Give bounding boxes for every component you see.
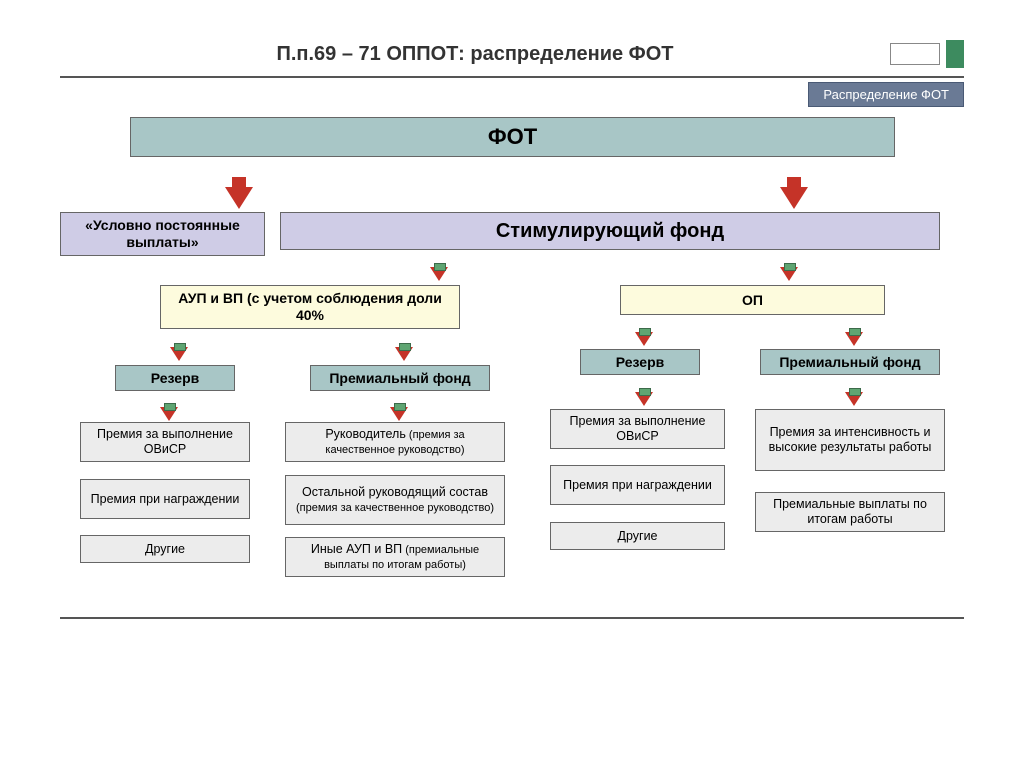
arrow-down-icon bbox=[170, 347, 188, 361]
arrow-down-icon bbox=[780, 267, 798, 281]
arrow-down-icon bbox=[390, 407, 408, 421]
leaf-other-managers-main: Остальной руководящий состав bbox=[302, 485, 488, 499]
leaf-other-aup: Иные АУП и ВП (премиальные выплаты по ит… bbox=[285, 537, 505, 577]
leaf-period-premium: Премиальные выплаты по итогам работы bbox=[755, 492, 945, 532]
leaf-premium-ovisr-2: Премия за выполнение ОВиСР bbox=[550, 409, 725, 449]
arrow-down-icon bbox=[635, 392, 653, 406]
divider-bottom bbox=[60, 617, 964, 619]
flowchart: ФОТ «Условно постоянные выплаты» Стимули… bbox=[60, 117, 964, 597]
leaf-manager: Руководитель (премия за качественное рук… bbox=[285, 422, 505, 462]
leaf-other-2: Другие bbox=[550, 522, 725, 550]
section-badge: Распределение ФОТ bbox=[808, 82, 964, 107]
leaf-intensity-premium: Премия за интенсивность и высокие резуль… bbox=[755, 409, 945, 471]
arrow-down-icon bbox=[845, 392, 863, 406]
node-reserve-1: Резерв bbox=[115, 365, 235, 391]
arrow-down-icon bbox=[845, 332, 863, 346]
header: П.п.69 – 71 ОППОТ: распределение ФОТ bbox=[60, 40, 964, 68]
leaf-premium-award-1: Премия при награждении bbox=[80, 479, 250, 519]
node-op: ОП bbox=[620, 285, 885, 315]
page-title: П.п.69 – 71 ОППОТ: распределение ФОТ bbox=[60, 43, 890, 66]
node-premium-fund-1: Премиальный фонд bbox=[310, 365, 490, 391]
header-box-green bbox=[946, 40, 964, 68]
leaf-other-managers: Остальной руководящий состав (премия за … bbox=[285, 475, 505, 525]
leaf-premium-award-2: Премия при награждении bbox=[550, 465, 725, 505]
leaf-other-aup-main: Иные АУП и ВП bbox=[311, 542, 402, 556]
arrow-down-icon bbox=[160, 407, 178, 421]
node-premium-fund-2: Премиальный фонд bbox=[760, 349, 940, 375]
leaf-premium-ovisr-1: Премия за выполнение ОВиСР bbox=[80, 422, 250, 462]
node-conditional-payments: «Условно постоянные выплаты» bbox=[60, 212, 265, 256]
arrow-down-icon bbox=[430, 267, 448, 281]
header-box-empty bbox=[890, 43, 940, 65]
arrow-down-icon bbox=[780, 187, 808, 209]
node-fot: ФОТ bbox=[130, 117, 895, 157]
leaf-other-managers-note: (премия за качественное руководство) bbox=[296, 502, 494, 514]
node-reserve-2: Резерв bbox=[580, 349, 700, 375]
leaf-manager-main: Руководитель bbox=[325, 427, 406, 441]
arrow-down-icon bbox=[395, 347, 413, 361]
divider-top bbox=[60, 76, 964, 78]
header-decor bbox=[890, 40, 964, 68]
arrow-down-icon bbox=[225, 187, 253, 209]
node-aup-vp: АУП и ВП (с учетом соблюдения доли 40% bbox=[160, 285, 460, 329]
arrow-down-icon bbox=[635, 332, 653, 346]
node-incentive-fund: Стимулирующий фонд bbox=[280, 212, 940, 250]
leaf-other-1: Другие bbox=[80, 535, 250, 563]
